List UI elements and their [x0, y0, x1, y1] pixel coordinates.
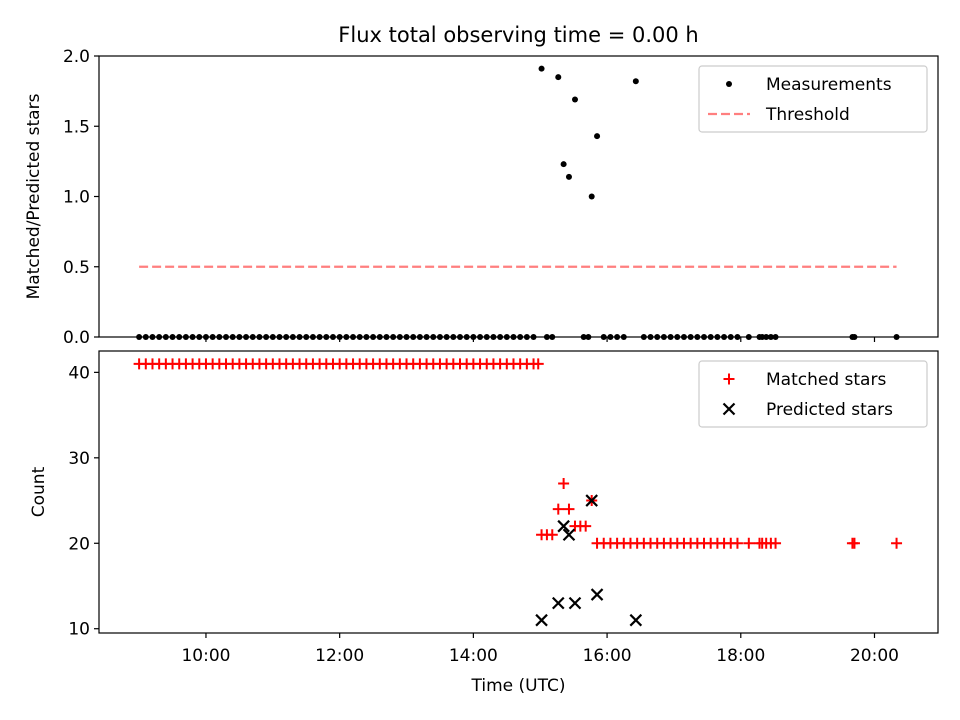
matched-star-point: [731, 537, 743, 549]
matched-star-point: [580, 520, 592, 532]
measurement-point: [594, 133, 601, 140]
y-tick-label: 0.0: [63, 328, 90, 348]
bottom-axes: 10 20 30 40 10:00 12:00 14:00 16:00 18:00 20:00 Co…: [29, 350, 939, 696]
measurement-point: [555, 74, 562, 81]
legend-plus-marker: [723, 373, 735, 385]
y-tick-label: 10: [68, 620, 90, 640]
y-tick-label: 20: [68, 534, 90, 554]
top-axes: Flux total observing time = 0.00 h 0.0 0.5…: [24, 23, 939, 348]
predicted-star-point: [557, 519, 570, 533]
x-tick-label: 18:00: [716, 646, 765, 666]
matched-star-point: [743, 537, 755, 549]
matched-star-point: [546, 529, 558, 541]
predicted-star-point: [590, 588, 604, 601]
legend-box: [698, 65, 928, 133]
measurement-point: [588, 193, 595, 200]
predicted-star-point: [562, 528, 576, 542]
y-tick-label: 1.5: [63, 117, 90, 137]
legend-label: Measurements: [766, 75, 892, 95]
x-tick-label: 12:00: [315, 646, 364, 666]
predicted-star-point: [568, 596, 582, 610]
matched-star-point: [848, 537, 860, 549]
matched-star-point: [563, 503, 575, 515]
y-tick-label: 40: [68, 363, 90, 383]
matched-star-point: [770, 537, 782, 549]
y-axis-label: Count: [29, 466, 49, 517]
matched-star-point: [552, 503, 564, 515]
predicted-star-point: [585, 494, 598, 507]
x-tick-label: 10:00: [181, 646, 230, 666]
y-tick-label: 2.0: [63, 47, 90, 67]
legend: Measurements Threshold: [698, 65, 928, 133]
series-matched-stars: [133, 358, 903, 549]
chart-title: Flux total observing time = 0.00 h: [338, 23, 698, 47]
y-tick-label: 30: [68, 449, 90, 469]
matched-star-point: [558, 477, 570, 489]
x-tick-label: 16:00: [583, 646, 632, 666]
y-tick-label: 0.5: [63, 258, 90, 278]
legend-label: Predicted stars: [766, 400, 893, 420]
legend-label: Matched stars: [766, 370, 886, 390]
matched-star-point: [532, 358, 544, 370]
axes-frame: [98, 350, 939, 634]
x-tick-label: 14:00: [449, 646, 498, 666]
measurement-point: [565, 173, 572, 180]
measurement-point: [632, 78, 639, 85]
x-axis-label: Time (UTC): [471, 676, 566, 696]
legend-dot-marker: [726, 81, 732, 87]
measurement-point: [571, 96, 578, 103]
predicted-star-point: [535, 613, 548, 627]
legend-x-marker: [722, 402, 736, 416]
matched-star-point: [891, 537, 903, 549]
legend: Matched stars Predicted stars: [698, 360, 928, 428]
y-axis-label: Matched/Predicted stars: [24, 93, 44, 299]
measurement-point: [538, 65, 545, 72]
predicted-star-point: [551, 596, 565, 610]
legend-box: [698, 360, 928, 428]
legend-label: Threshold: [765, 105, 850, 125]
measurement-point: [560, 161, 567, 168]
x-tick-label: 20:00: [850, 646, 899, 666]
predicted-star-point: [629, 613, 643, 627]
y-tick-label: 1.0: [63, 188, 90, 208]
series-predicted-stars: [535, 494, 643, 627]
